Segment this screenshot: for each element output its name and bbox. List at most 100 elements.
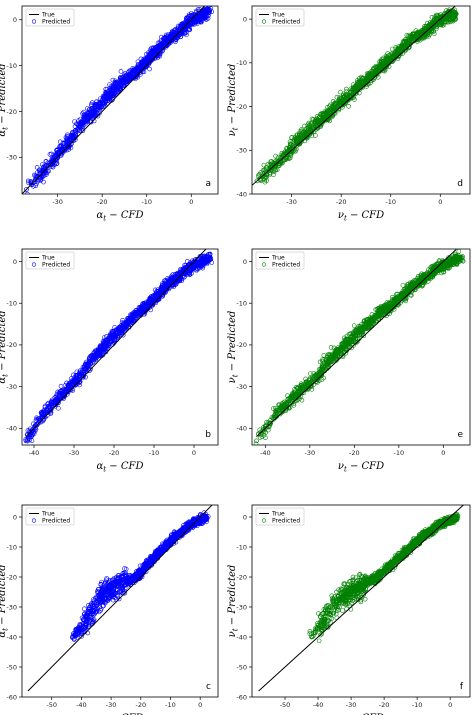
- predicted-point: [151, 47, 156, 53]
- legend-true-label: True: [41, 255, 55, 262]
- y-tick-label: -30: [236, 383, 247, 391]
- predicted-point: [191, 22, 197, 27]
- predicted-point: [283, 157, 289, 162]
- predicted-point: [141, 302, 146, 308]
- predicted-point: [181, 274, 187, 280]
- predicted-point: [23, 438, 29, 444]
- predicted-point: [297, 132, 302, 137]
- x-axis-label: νt − CFD: [338, 210, 384, 223]
- predicted-point: [62, 383, 68, 388]
- predicted-point: [159, 288, 165, 294]
- predicted-point: [37, 168, 42, 174]
- x-tick-label: -20: [97, 198, 108, 206]
- predicted-point: [80, 128, 86, 133]
- predicted-point: [156, 49, 162, 55]
- panel-b: -40 -30 -20 -10 0-40-30-20-100 TruePredictedb…: [0, 248, 219, 474]
- predicted-point: [308, 127, 314, 133]
- predicted-point: [393, 51, 399, 57]
- plot-frame: [21, 5, 219, 195]
- predicted-point: [134, 310, 140, 315]
- panel-label: d: [457, 179, 463, 189]
- predicted-point: [148, 301, 153, 307]
- x-tick-label: -10: [141, 198, 152, 206]
- predicted-point: [205, 255, 211, 261]
- predicted-point: [389, 46, 395, 52]
- predicted-point: [101, 95, 106, 101]
- predicted-point: [166, 35, 172, 41]
- predicted-point: [359, 80, 364, 85]
- predicted-point: [193, 17, 199, 23]
- predicted-point: [305, 122, 311, 128]
- predicted-point: [403, 43, 409, 49]
- legend-predicted-label: Predicted: [272, 19, 300, 26]
- predicted-point: [400, 282, 406, 288]
- x-tick-label: 0: [438, 198, 442, 206]
- predicted-point: [343, 95, 349, 101]
- predicted-point: [33, 183, 39, 188]
- predicted-point: [363, 77, 369, 83]
- predicted-point: [303, 135, 308, 140]
- legend-predicted-label: Predicted: [42, 262, 70, 269]
- predicted-point: [51, 400, 57, 406]
- predicted-point: [105, 338, 110, 344]
- plot-frame: [251, 248, 471, 446]
- predicted-point: [263, 166, 269, 172]
- predicted-point: [274, 161, 280, 166]
- predicted-point: [110, 333, 116, 339]
- predicted-point: [65, 143, 71, 149]
- predicted-point: [169, 29, 175, 35]
- predicted-point: [131, 72, 136, 78]
- predicted-point: [276, 154, 281, 160]
- predicted-point: [261, 162, 267, 168]
- predicted-point: [371, 65, 376, 71]
- predicted-point: [313, 133, 318, 138]
- predicted-point: [193, 8, 199, 14]
- predicted-point: [67, 382, 73, 387]
- predicted-point: [113, 86, 118, 91]
- y-tick-label: -40: [236, 190, 247, 198]
- predicted-point: [87, 359, 93, 364]
- predicted-point: [63, 388, 69, 394]
- x-tick-label: -20: [109, 449, 120, 457]
- predicted-point: [447, 17, 453, 22]
- predicted-point: [24, 187, 29, 192]
- predicted-point: [115, 89, 121, 94]
- predicted-point: [426, 22, 432, 28]
- predicted-point: [199, 259, 205, 264]
- predicted-point: [380, 61, 386, 67]
- predicted-point: [407, 40, 413, 46]
- predicted-point: [287, 139, 293, 145]
- predicted-point: [350, 82, 356, 88]
- legend-box: [25, 8, 75, 27]
- predicted-point: [60, 388, 66, 393]
- predicted-point: [413, 34, 418, 39]
- predicted-point: [152, 287, 158, 293]
- predicted-point: [99, 346, 105, 352]
- legend-box: [25, 251, 75, 270]
- predicted-point: [175, 31, 181, 36]
- y-axis-label: αt − Predicted: [0, 310, 10, 383]
- predicted-point: [337, 95, 342, 101]
- predicted-point: [344, 86, 349, 92]
- x-tick-label: -20: [349, 449, 360, 457]
- predicted-point: [53, 152, 59, 158]
- predicted-point: [95, 111, 100, 116]
- predicted-point: [201, 15, 206, 21]
- predicted-point: [162, 289, 167, 294]
- legend-predicted-swatch: [31, 262, 37, 267]
- predicted-point: [26, 180, 31, 186]
- predicted-point: [108, 334, 114, 339]
- predicted-point: [73, 127, 78, 133]
- predicted-point: [179, 278, 185, 283]
- predicted-point: [330, 99, 336, 104]
- predicted-point: [25, 191, 30, 194]
- predicted-point: [452, 12, 458, 18]
- predicted-point: [157, 50, 163, 56]
- predicted-point: [34, 165, 40, 170]
- predicted-point: [354, 85, 360, 91]
- y-tick-label: -10: [6, 300, 17, 308]
- y-tick-label: -10: [236, 59, 247, 67]
- predicted-point: [100, 339, 106, 344]
- x-tick-label: -30: [305, 449, 316, 457]
- predicted-point: [351, 86, 357, 92]
